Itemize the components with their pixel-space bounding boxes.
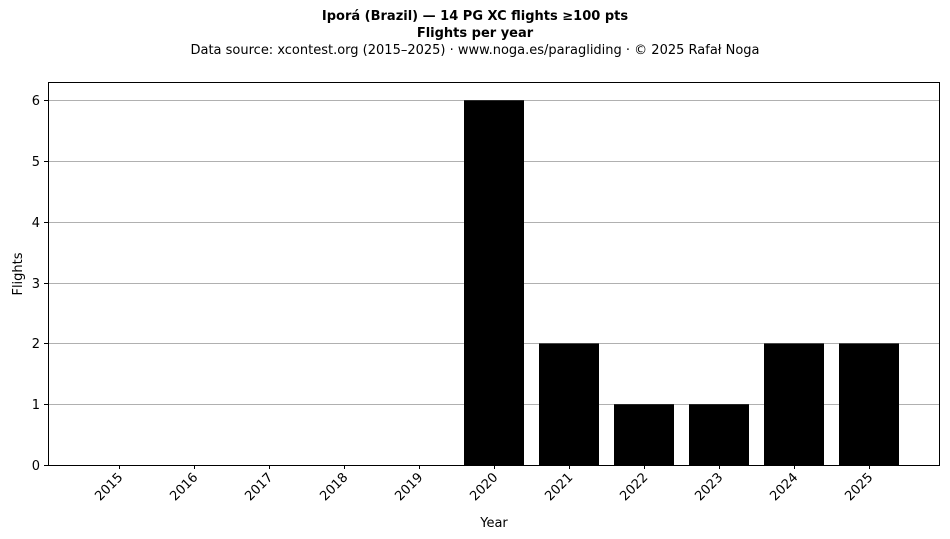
x-axis-label: Year (479, 516, 508, 531)
chart-subtitle: Flights per year (416, 26, 534, 41)
x-tick-label: 2019 (392, 470, 426, 504)
bar-2024 (764, 343, 824, 465)
data-source-note: Data source: xcontest.org (2015–2025) · … (190, 43, 760, 58)
x-tick-label: 2024 (767, 470, 801, 504)
x-tick-label: 2020 (467, 470, 501, 504)
bar-2022 (614, 404, 674, 465)
bar-2025 (839, 343, 899, 465)
y-tick-label: 6 (32, 94, 40, 109)
x-tick-label: 2015 (92, 470, 126, 504)
y-tick-label: 1 (32, 398, 40, 413)
y-tick-label: 3 (32, 277, 40, 292)
y-tick-label: 5 (32, 155, 40, 170)
x-tick-label: 2021 (542, 470, 576, 504)
bar-2021 (539, 343, 599, 465)
chart-title: Iporá (Brazil) — 14 PG XC flights ≥100 p… (321, 9, 629, 24)
x-axis-ticks: 2015 2016 2017 2018 2019 2020 2021 2022 2023 2024… (92, 465, 876, 504)
bar-2020 (464, 100, 524, 465)
y-tick-label: 2 (32, 337, 40, 352)
x-tick-label: 2018 (317, 470, 351, 504)
x-tick-label: 2025 (842, 470, 876, 504)
bar-2023 (689, 404, 749, 465)
x-tick-label: 2023 (692, 470, 726, 504)
bars (464, 100, 899, 465)
y-tick-label: 4 (32, 216, 40, 231)
y-axis-label: Flights (11, 252, 26, 295)
x-tick-label: 2017 (242, 470, 276, 504)
y-tick-label: 0 (32, 459, 40, 474)
x-tick-label: 2016 (167, 470, 201, 504)
title-block: Iporá (Brazil) — 14 PG XC flights ≥100 p… (0, 8, 950, 60)
y-axis-ticks: 0 1 2 3 4 5 6 (32, 94, 48, 474)
x-tick-label: 2022 (617, 470, 651, 504)
